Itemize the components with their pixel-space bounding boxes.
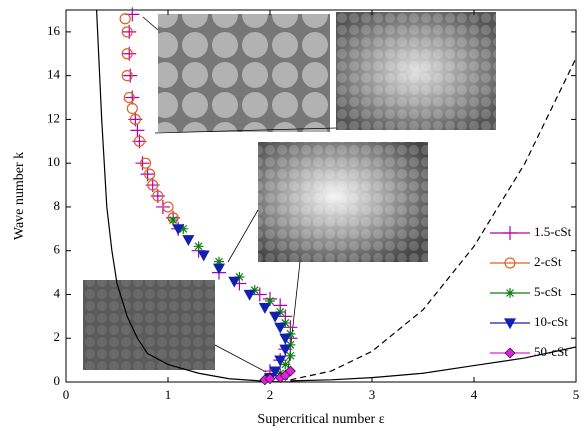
legend-label: 50-cSt (534, 344, 568, 359)
x-tick-label: 3 (369, 387, 376, 402)
inset-image (83, 280, 215, 370)
y-tick-label: 14 (47, 67, 61, 82)
legend-marker (503, 226, 517, 240)
legend-marker (505, 348, 515, 358)
marker (127, 103, 137, 113)
x-tick-label: 4 (471, 387, 478, 402)
arrow (287, 262, 300, 380)
arrow (228, 210, 258, 262)
marker (199, 251, 209, 260)
legend-label: 5-cSt (534, 284, 562, 299)
x-tick-label: 2 (267, 387, 274, 402)
legend-marker (505, 288, 515, 298)
marker (168, 215, 178, 225)
y-tick-label: 10 (47, 154, 60, 169)
x-tick-label: 0 (63, 387, 70, 402)
y-tick-label: 2 (54, 329, 61, 344)
x-tick-label: 1 (165, 387, 172, 402)
marker (120, 14, 130, 24)
inset-image (258, 142, 428, 262)
y-tick-label: 0 (54, 373, 61, 388)
arrow (215, 345, 266, 372)
insets (83, 12, 496, 380)
marker (214, 264, 224, 273)
marker (130, 123, 144, 137)
arrow (143, 17, 158, 30)
inset-image (336, 12, 496, 130)
y-tick-label: 12 (47, 110, 60, 125)
y-tick-label: 16 (47, 23, 61, 38)
inset-image (158, 14, 330, 132)
chart: Supercritical number ε Wave number k 012… (0, 0, 587, 431)
marker (229, 277, 239, 286)
x-tick-label: 5 (573, 387, 580, 402)
marker (260, 304, 270, 313)
legend-label: 1.5-cSt (534, 224, 572, 239)
legend-label: 2-cSt (534, 254, 562, 269)
y-tick-label: 6 (54, 242, 61, 257)
legend-label: 10-cSt (534, 314, 568, 329)
y-tick-label: 4 (54, 285, 61, 300)
x-axis-title: Supercritical number ε (257, 412, 384, 427)
marker (194, 241, 204, 251)
y-axis-title: Wave number k (12, 152, 27, 240)
y-tick-label: 8 (54, 198, 61, 213)
marker (183, 236, 193, 245)
